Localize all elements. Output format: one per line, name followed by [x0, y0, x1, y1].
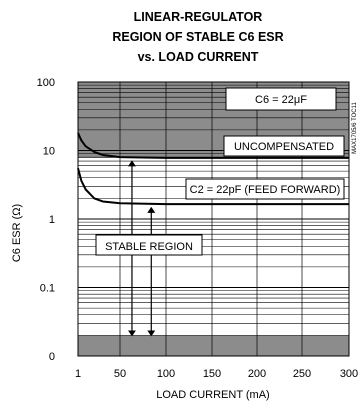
- condition-label: C6 = 22μF: [255, 94, 307, 106]
- unstable-region-bottom: [78, 335, 349, 356]
- x-tick-label: 1: [75, 368, 81, 380]
- x-tick-label: 200: [248, 368, 266, 380]
- uncompensated-curve: [77, 132, 349, 159]
- x-tick-label: 250: [293, 368, 311, 380]
- feed-forward-box: C2 = 22pF (FEED FORWARD): [185, 178, 345, 200]
- uncompensated-label: UNCOMPENSATED: [234, 141, 334, 153]
- stable-region-label: STABLE REGION: [105, 241, 193, 253]
- plot-frame: [77, 81, 350, 357]
- chart-title-line-3: vs. LOAD CURRENT: [138, 50, 259, 64]
- series-lines: [77, 132, 349, 206]
- stable-region-box: STABLE REGION: [95, 234, 203, 256]
- chart-title-line-1: LINEAR-REGULATOR: [134, 10, 263, 24]
- x-axis-label: LOAD CURRENT (mA): [156, 389, 269, 401]
- feed-forward-curve: [77, 168, 349, 206]
- y-axis-label: C6 ESR (Ω): [11, 204, 23, 262]
- x-tick-label: 150: [203, 368, 221, 380]
- x-tick-label: 300: [340, 368, 358, 380]
- condition-box: C6 = 22μF: [225, 87, 337, 111]
- x-tick-labels: 1 50 100 150 200 250 300: [75, 368, 358, 380]
- figure-code: MAX1705/6 TOC11: [352, 101, 358, 153]
- y-tick-label: 0.1: [40, 283, 55, 295]
- x-tick-label: 50: [114, 368, 126, 380]
- chart-title-line-2: REGION OF STABLE C6 ESR: [112, 30, 283, 44]
- unstable-low-esr-shade: [78, 335, 349, 356]
- x-tick-label: 100: [157, 368, 175, 380]
- feed-forward-label: C2 = 22pF (FEED FORWARD): [190, 184, 341, 196]
- grid-minor: [78, 84, 349, 336]
- y-tick-label: 10: [43, 146, 55, 158]
- y-tick-label: 0: [49, 351, 55, 363]
- y-tick-labels: 100 10 1 0.1 0: [37, 77, 55, 363]
- uncompensated-box: UNCOMPENSATED: [223, 135, 345, 157]
- y-tick-label: 100: [37, 77, 55, 89]
- y-tick-label: 1: [49, 214, 55, 226]
